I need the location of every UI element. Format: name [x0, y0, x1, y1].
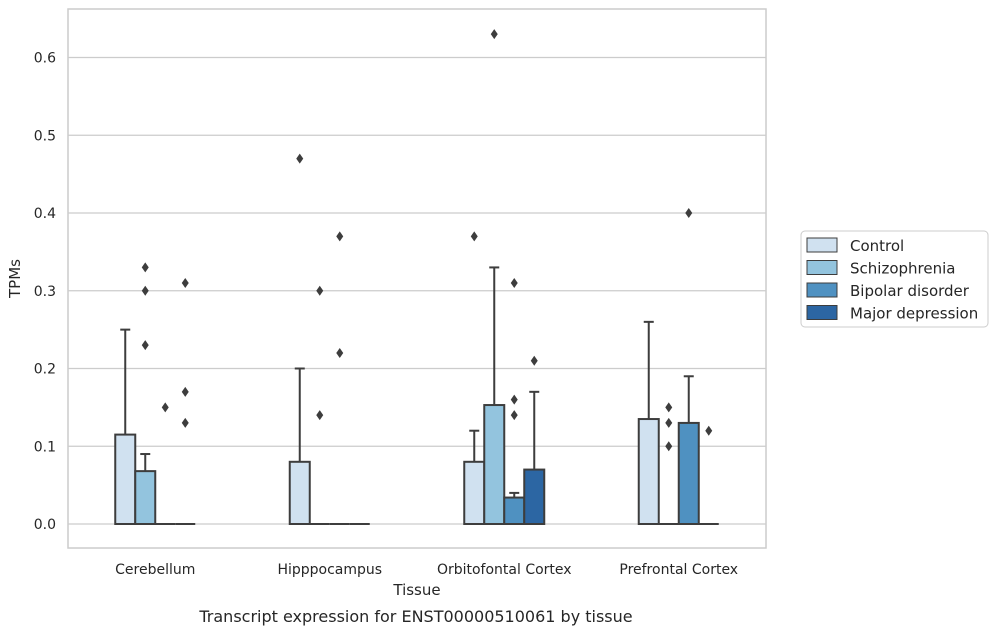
outlier-point — [181, 277, 189, 288]
legend-swatch — [806, 237, 838, 253]
outlier-point — [510, 410, 518, 421]
y-tick-label: 0.1 — [34, 439, 56, 455]
chart-caption: Transcript expression for ENST0000051006… — [198, 607, 632, 626]
legend-swatch — [806, 282, 838, 298]
legend-swatch — [806, 260, 838, 275]
outlier-point — [296, 153, 304, 164]
bar — [483, 404, 506, 526]
outlier-point — [510, 277, 518, 288]
outlier-point — [336, 231, 344, 242]
bar — [503, 496, 526, 526]
legend-swatch — [806, 305, 838, 320]
y-tick-label: 0.0 — [34, 517, 56, 533]
bar — [677, 421, 700, 525]
legend-label: Control — [850, 237, 904, 255]
whiskers — [120, 266, 694, 498]
legend-label: Schizophrenia — [850, 260, 955, 278]
outlier-point — [665, 417, 673, 428]
outlier-point — [490, 29, 498, 40]
outlier-point — [181, 417, 189, 428]
bars — [114, 404, 719, 526]
outlier-point — [141, 340, 149, 351]
bar — [637, 418, 660, 526]
outlier-point — [181, 386, 189, 397]
bar — [463, 460, 486, 525]
y-tick-labels: 0.0 0.1 0.2 0.3 0.4 0.5 0.6 — [34, 51, 56, 534]
legend: Control Schizophrenia Bipolar disorder Majo… — [800, 230, 989, 328]
y-tick-label: 0.2 — [34, 362, 56, 378]
x-tick-label: Orbitofontal Cortex — [437, 562, 572, 578]
outlier-point — [665, 441, 673, 452]
outlier-point — [316, 410, 324, 421]
outlier-point — [530, 355, 538, 366]
y-tick-label: 0.4 — [34, 206, 56, 222]
legend-label: Major depression — [850, 305, 978, 323]
outlier-point — [470, 231, 478, 242]
outlier-point — [665, 402, 673, 413]
outlier-point — [336, 347, 344, 358]
x-tick-label: Cerebellum — [115, 562, 195, 578]
bar — [134, 470, 157, 526]
y-axis-label: TPMs — [6, 259, 24, 299]
outlier-point — [316, 285, 324, 296]
bar — [288, 460, 311, 525]
x-tick-label: Prefrontal Cortex — [619, 562, 738, 578]
outlier-point — [141, 285, 149, 296]
bar — [114, 433, 137, 525]
y-tick-label: 0.6 — [34, 51, 56, 67]
bar — [523, 468, 546, 526]
outlier-point — [161, 402, 169, 413]
outlier-point — [510, 394, 518, 405]
outlier-point — [685, 208, 693, 218]
plot-frame — [67, 8, 767, 549]
x-tick-label: Hipppocampus — [277, 562, 382, 578]
outlier-point — [141, 262, 149, 273]
outliers — [141, 29, 713, 452]
x-axis-label: Tissue — [392, 581, 440, 599]
y-tick-label: 0.3 — [34, 284, 56, 300]
x-tick-labels: Cerebellum Hipppocampus Orbitofontal Corte… — [115, 562, 738, 578]
outlier-point — [705, 425, 713, 436]
y-tick-label: 0.5 — [34, 128, 56, 144]
grid-lines — [68, 56, 766, 525]
legend-box — [800, 230, 989, 328]
legend-label: Bipolar disorder — [850, 282, 970, 300]
